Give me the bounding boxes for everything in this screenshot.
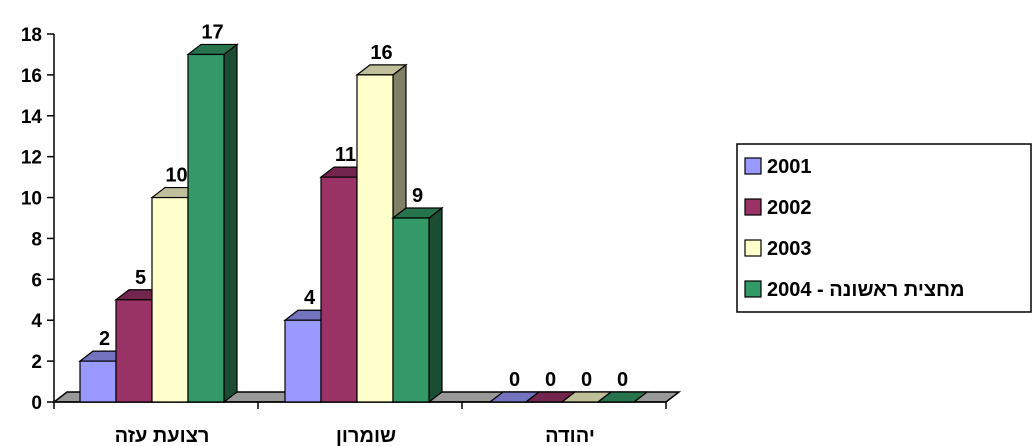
legend-swatch <box>744 239 762 257</box>
legend-box <box>736 143 1032 313</box>
legend: 2001 2002 2003 2004 - הנושאר תיצחמ <box>736 143 1032 313</box>
data-label: 4 <box>304 287 316 309</box>
y-tick-label: 4 <box>31 311 42 332</box>
legend-swatch <box>744 198 762 216</box>
y-tick-label: 6 <box>31 270 42 291</box>
legend-swatch <box>744 280 762 298</box>
data-label: 10 <box>165 165 187 187</box>
y-tick-label: 0 <box>31 393 42 414</box>
data-label: 11 <box>335 144 356 166</box>
y-tick-label: 14 <box>21 107 43 128</box>
y-tick-label: 18 <box>21 25 42 46</box>
bar <box>391 206 444 404</box>
legend-label: 2002 <box>767 197 812 219</box>
legend-label: 2003 <box>767 238 812 260</box>
data-label: 0 <box>581 369 592 391</box>
data-label: 0 <box>509 369 520 391</box>
data-label: 0 <box>617 369 628 391</box>
category-label: הזע תעוצר <box>115 425 210 446</box>
legend-label: 2004 - הנושאר תיצחמ <box>767 279 965 301</box>
y-tick-label: 16 <box>21 66 42 87</box>
legend-label: 2001 <box>767 156 812 178</box>
y-tick-label: 2 <box>31 352 42 373</box>
bar <box>186 43 239 404</box>
y-tick-label: 8 <box>31 229 42 250</box>
data-label: 17 <box>201 21 223 43</box>
bars <box>78 43 649 404</box>
data-label: 9 <box>412 185 423 207</box>
data-label: 0 <box>545 369 556 391</box>
bar <box>596 391 649 403</box>
y-tick-label: 10 <box>21 189 42 210</box>
category-label: הדוהי <box>545 425 595 446</box>
legend-swatch <box>744 157 762 175</box>
data-labels: 2 5 10 17 4 11 16 9 0 0 0 0 <box>99 21 628 391</box>
bar <box>319 165 372 404</box>
category-label: ןורמוש <box>336 425 396 446</box>
data-label: 5 <box>135 267 146 289</box>
data-label: 16 <box>370 42 392 64</box>
y-tick-label: 12 <box>21 148 42 169</box>
data-label: 2 <box>99 328 110 350</box>
